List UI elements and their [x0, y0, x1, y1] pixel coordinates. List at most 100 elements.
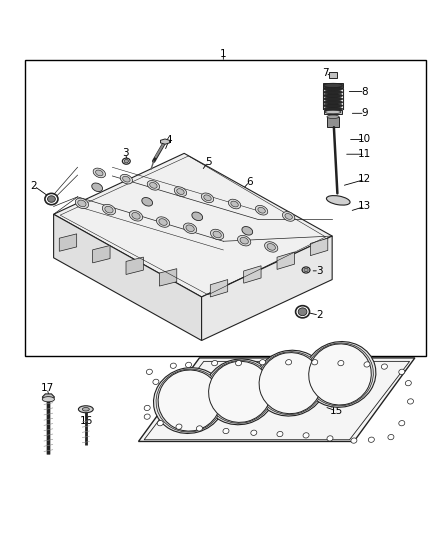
- Ellipse shape: [78, 200, 86, 207]
- Ellipse shape: [142, 198, 152, 206]
- Ellipse shape: [82, 408, 89, 411]
- Ellipse shape: [304, 342, 376, 407]
- Ellipse shape: [323, 103, 343, 108]
- Bar: [25, 60, 426, 356]
- Ellipse shape: [399, 421, 405, 426]
- Ellipse shape: [236, 360, 242, 366]
- Ellipse shape: [122, 158, 130, 164]
- Ellipse shape: [45, 193, 58, 205]
- Ellipse shape: [327, 115, 339, 118]
- Ellipse shape: [146, 369, 152, 375]
- Ellipse shape: [156, 217, 170, 227]
- Ellipse shape: [255, 205, 268, 215]
- Ellipse shape: [213, 231, 221, 238]
- Text: 3: 3: [122, 148, 129, 158]
- Ellipse shape: [258, 207, 265, 213]
- Ellipse shape: [170, 363, 177, 368]
- Ellipse shape: [207, 360, 273, 423]
- Ellipse shape: [303, 433, 309, 438]
- Polygon shape: [53, 214, 201, 341]
- Ellipse shape: [147, 181, 159, 190]
- Text: 15: 15: [330, 406, 343, 416]
- Ellipse shape: [242, 227, 253, 235]
- Ellipse shape: [309, 344, 371, 405]
- Polygon shape: [53, 154, 332, 297]
- Ellipse shape: [368, 437, 374, 442]
- Text: 2: 2: [316, 310, 322, 320]
- Ellipse shape: [144, 405, 150, 410]
- Ellipse shape: [212, 360, 218, 366]
- Ellipse shape: [323, 94, 343, 98]
- Ellipse shape: [159, 219, 167, 225]
- Ellipse shape: [259, 353, 321, 414]
- Ellipse shape: [251, 430, 257, 435]
- Ellipse shape: [132, 213, 140, 219]
- Ellipse shape: [326, 196, 350, 205]
- Ellipse shape: [144, 414, 150, 419]
- Ellipse shape: [257, 352, 324, 415]
- Polygon shape: [244, 266, 261, 283]
- Ellipse shape: [158, 370, 221, 431]
- Bar: [324, 110, 342, 114]
- Ellipse shape: [174, 187, 187, 196]
- Polygon shape: [59, 234, 77, 251]
- Text: 5: 5: [205, 157, 212, 167]
- Ellipse shape: [254, 350, 326, 416]
- Ellipse shape: [95, 170, 103, 176]
- Ellipse shape: [153, 379, 159, 384]
- Ellipse shape: [324, 83, 342, 87]
- Text: 16: 16: [80, 416, 93, 426]
- Ellipse shape: [176, 424, 182, 429]
- Ellipse shape: [42, 397, 54, 402]
- Ellipse shape: [267, 244, 276, 250]
- Ellipse shape: [47, 196, 55, 203]
- Ellipse shape: [196, 426, 202, 431]
- Polygon shape: [93, 246, 110, 263]
- Ellipse shape: [296, 305, 310, 318]
- Ellipse shape: [92, 183, 102, 191]
- Ellipse shape: [177, 189, 184, 195]
- Ellipse shape: [228, 199, 241, 209]
- Ellipse shape: [323, 97, 343, 101]
- Ellipse shape: [208, 361, 271, 422]
- Polygon shape: [277, 252, 294, 269]
- Ellipse shape: [186, 225, 194, 231]
- Text: 10: 10: [358, 134, 371, 144]
- Text: 12: 12: [358, 174, 371, 184]
- Text: 2: 2: [31, 181, 37, 191]
- Polygon shape: [159, 269, 177, 286]
- Ellipse shape: [237, 236, 251, 246]
- Text: 6: 6: [246, 176, 253, 187]
- Ellipse shape: [102, 204, 116, 215]
- Ellipse shape: [302, 267, 310, 273]
- Ellipse shape: [307, 343, 373, 406]
- Ellipse shape: [265, 241, 278, 252]
- Text: 7: 7: [322, 68, 329, 78]
- Ellipse shape: [259, 360, 265, 365]
- Text: 13: 13: [358, 201, 371, 212]
- Polygon shape: [42, 394, 54, 400]
- Ellipse shape: [388, 434, 394, 440]
- Ellipse shape: [277, 431, 283, 437]
- Ellipse shape: [184, 223, 197, 233]
- Polygon shape: [138, 358, 415, 441]
- Ellipse shape: [157, 421, 163, 426]
- Ellipse shape: [405, 381, 411, 386]
- Ellipse shape: [124, 159, 128, 163]
- Text: 14: 14: [314, 389, 328, 399]
- Ellipse shape: [351, 438, 357, 443]
- Polygon shape: [126, 257, 143, 274]
- Ellipse shape: [201, 193, 214, 203]
- Ellipse shape: [323, 100, 343, 104]
- Ellipse shape: [286, 360, 292, 365]
- Text: 1: 1: [220, 49, 226, 59]
- Ellipse shape: [312, 360, 318, 365]
- Ellipse shape: [75, 198, 88, 208]
- Ellipse shape: [156, 369, 223, 432]
- Ellipse shape: [186, 362, 191, 367]
- Ellipse shape: [93, 168, 106, 177]
- Ellipse shape: [105, 206, 113, 213]
- Ellipse shape: [338, 360, 344, 366]
- Ellipse shape: [325, 110, 341, 114]
- Polygon shape: [311, 238, 328, 256]
